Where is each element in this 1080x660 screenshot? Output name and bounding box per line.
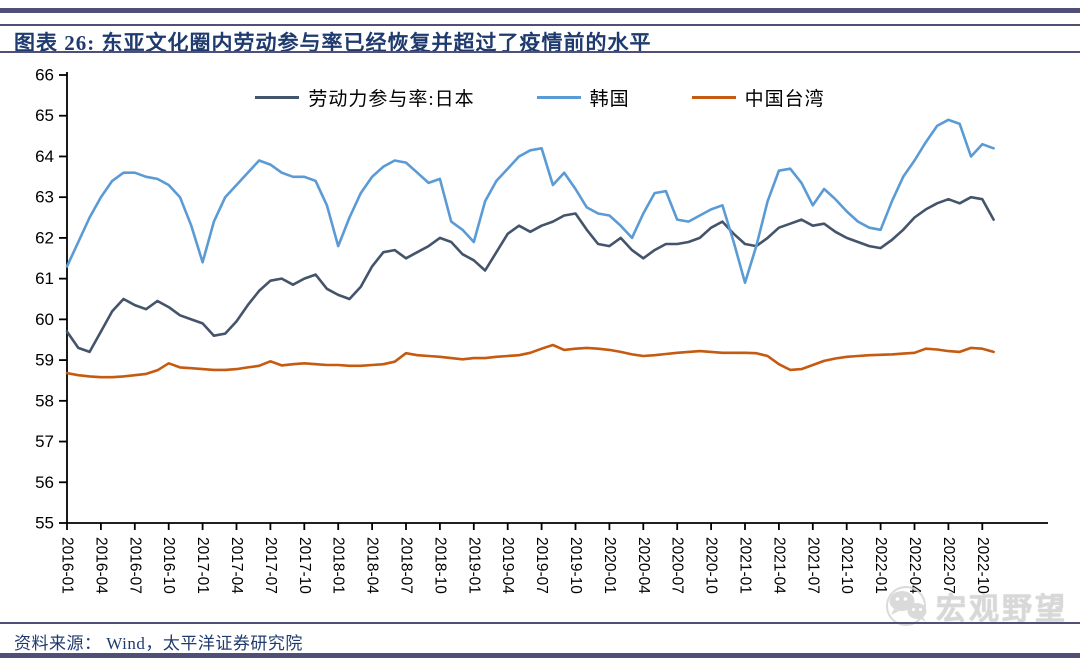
watermark: 宏观野望	[884, 584, 1068, 628]
svg-text:66: 66	[35, 66, 54, 85]
svg-text:2018-10: 2018-10	[431, 537, 448, 594]
svg-text:63: 63	[35, 188, 54, 207]
top-thick-rule	[0, 8, 1080, 13]
svg-text:2022-07: 2022-07	[940, 537, 957, 594]
legend-label-taiwan: 中国台湾	[744, 89, 825, 110]
japan-line-swatch	[255, 96, 300, 99]
chart-legend: 劳动力参与率:日本 韩国 中国台湾	[0, 84, 1080, 111]
svg-text:60: 60	[35, 310, 54, 329]
svg-text:56: 56	[35, 473, 54, 492]
svg-text:2021-07: 2021-07	[804, 537, 821, 594]
svg-text:2021-10: 2021-10	[838, 537, 855, 594]
svg-text:2019-10: 2019-10	[567, 537, 584, 594]
svg-text:2020-04: 2020-04	[635, 537, 652, 594]
watermark-text: 宏观野望	[936, 593, 1068, 626]
svg-text:2020-01: 2020-01	[601, 537, 618, 594]
svg-text:2020-07: 2020-07	[669, 537, 686, 594]
svg-text:65: 65	[35, 106, 54, 125]
svg-text:2019-04: 2019-04	[499, 537, 516, 594]
svg-text:2017-10: 2017-10	[296, 537, 313, 594]
svg-text:2019-07: 2019-07	[533, 537, 550, 594]
svg-text:59: 59	[35, 351, 54, 370]
title-bottom-rule	[0, 51, 1080, 53]
svg-text:2018-01: 2018-01	[330, 537, 347, 594]
svg-text:2017-01: 2017-01	[194, 537, 211, 594]
legend-item-korea: 韩国	[536, 84, 630, 111]
svg-text:61: 61	[35, 269, 54, 288]
svg-text:62: 62	[35, 228, 54, 247]
svg-text:2021-01: 2021-01	[737, 537, 754, 594]
bottom-thick-rule	[0, 653, 1080, 658]
svg-text:2016-07: 2016-07	[126, 537, 143, 594]
svg-text:2018-04: 2018-04	[364, 537, 381, 594]
svg-text:58: 58	[35, 391, 54, 410]
legend-label-japan: 劳动力参与率:日本	[308, 89, 475, 110]
wechat-icon	[886, 586, 927, 626]
footer-thin-rule	[0, 622, 1080, 624]
svg-text:2020-10: 2020-10	[703, 537, 720, 594]
svg-text:2016-04: 2016-04	[92, 537, 109, 594]
svg-text:2021-04: 2021-04	[770, 537, 787, 594]
top-thin-rule	[0, 24, 1080, 26]
svg-text:2022-01: 2022-01	[872, 537, 889, 594]
korea-line-swatch	[536, 96, 581, 99]
svg-text:2016-10: 2016-10	[160, 537, 177, 594]
data-source: 资料来源： Wind，太平洋证券研究院	[14, 634, 303, 653]
svg-text:2018-07: 2018-07	[398, 537, 415, 594]
svg-text:2017-04: 2017-04	[228, 537, 245, 594]
svg-text:2017-07: 2017-07	[262, 537, 279, 594]
legend-item-taiwan: 中国台湾	[691, 84, 825, 111]
svg-text:55: 55	[35, 514, 54, 533]
svg-text:2019-01: 2019-01	[465, 537, 482, 594]
svg-text:2016-01: 2016-01	[59, 537, 76, 594]
svg-text:57: 57	[35, 432, 54, 451]
legend-label-korea: 韩国	[589, 89, 630, 110]
svg-text:2022-10: 2022-10	[974, 537, 991, 594]
svg-text:2022-04: 2022-04	[906, 537, 923, 594]
taiwan-line-swatch	[691, 96, 736, 99]
legend-item-japan: 劳动力参与率:日本	[255, 84, 474, 111]
svg-text:64: 64	[35, 147, 54, 166]
